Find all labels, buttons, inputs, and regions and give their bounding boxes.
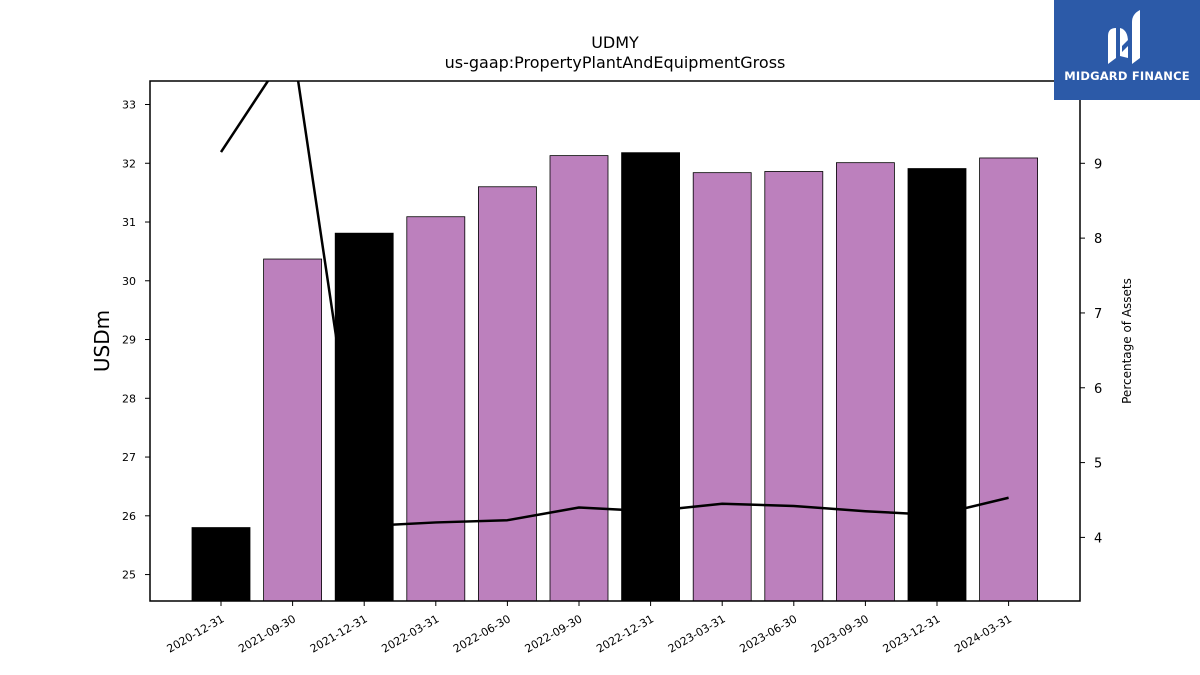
logo-text: MIDGARD FINANCE	[1064, 69, 1190, 83]
x-axis: 2020-12-31 2021-09-30 2021-12-31 2022-03-31…	[165, 601, 1014, 656]
x-tick-label: 2023-06-30	[737, 612, 799, 655]
y-tick-label: 32	[122, 157, 136, 170]
bar	[263, 258, 323, 602]
y-tick-label: 28	[122, 392, 136, 405]
bar	[406, 216, 466, 602]
x-tick-label: 2020-12-31	[165, 612, 227, 655]
x-tick-label: 2022-06-30	[451, 612, 513, 655]
bar	[621, 152, 680, 602]
bars-layer	[191, 152, 1038, 602]
y-tick-label: 31	[122, 216, 136, 229]
line-layer	[219, 81, 1009, 528]
bar	[836, 162, 895, 602]
x-tick-label: 2024-03-31	[952, 612, 1014, 655]
x-tick-label: 2022-09-30	[523, 612, 585, 655]
x-tick-label: 2021-12-31	[308, 612, 370, 655]
y-tick-label: 25	[122, 569, 136, 582]
logo-mark-icon	[1108, 10, 1140, 64]
x-tick-label: 2022-03-31	[379, 612, 441, 655]
y-tick-label: 27	[122, 451, 136, 464]
y-axis-left: 25 26 27 28 29 30 31 32 33	[122, 99, 150, 582]
y2-tick-label: 6	[1094, 382, 1102, 397]
y2-tick-label: 8	[1094, 232, 1102, 247]
bar	[334, 232, 394, 602]
plot-frame	[149, 80, 1081, 602]
x-tick-label: 2023-12-31	[881, 612, 943, 655]
bar	[477, 186, 537, 602]
line-series	[219, 81, 1009, 528]
y-tick-label: 30	[122, 275, 136, 288]
bar	[692, 172, 752, 602]
bar	[979, 157, 1038, 602]
x-tick-label: 2023-03-31	[666, 612, 728, 655]
y-axis-label: USDm	[90, 310, 114, 372]
y-axis-right: 4 5 6 7 8 9	[1080, 157, 1102, 546]
y2-tick-label: 4	[1094, 531, 1102, 546]
y-tick-label: 29	[122, 334, 136, 347]
y2-axis-label: Percentage of Assets	[1120, 278, 1134, 404]
y2-tick-label: 7	[1094, 307, 1102, 322]
x-tick-label: 2023-09-30	[809, 612, 871, 655]
bar	[549, 155, 609, 602]
y2-tick-label: 9	[1094, 157, 1102, 172]
x-tick-label: 2022-12-31	[594, 612, 656, 655]
y2-tick-label: 5	[1094, 457, 1102, 472]
bar	[764, 171, 824, 602]
bar	[191, 527, 251, 602]
x-tick-label: 2021-09-30	[236, 612, 298, 655]
chart-subtitle: us-gaap:PropertyPlantAndEquipmentGross	[445, 53, 786, 72]
y-tick-label: 33	[122, 99, 136, 112]
bar	[907, 168, 967, 602]
chart-title: UDMY	[591, 33, 639, 52]
brand-logo: MIDGARD FINANCE	[1054, 0, 1200, 100]
y-tick-label: 26	[122, 510, 136, 523]
